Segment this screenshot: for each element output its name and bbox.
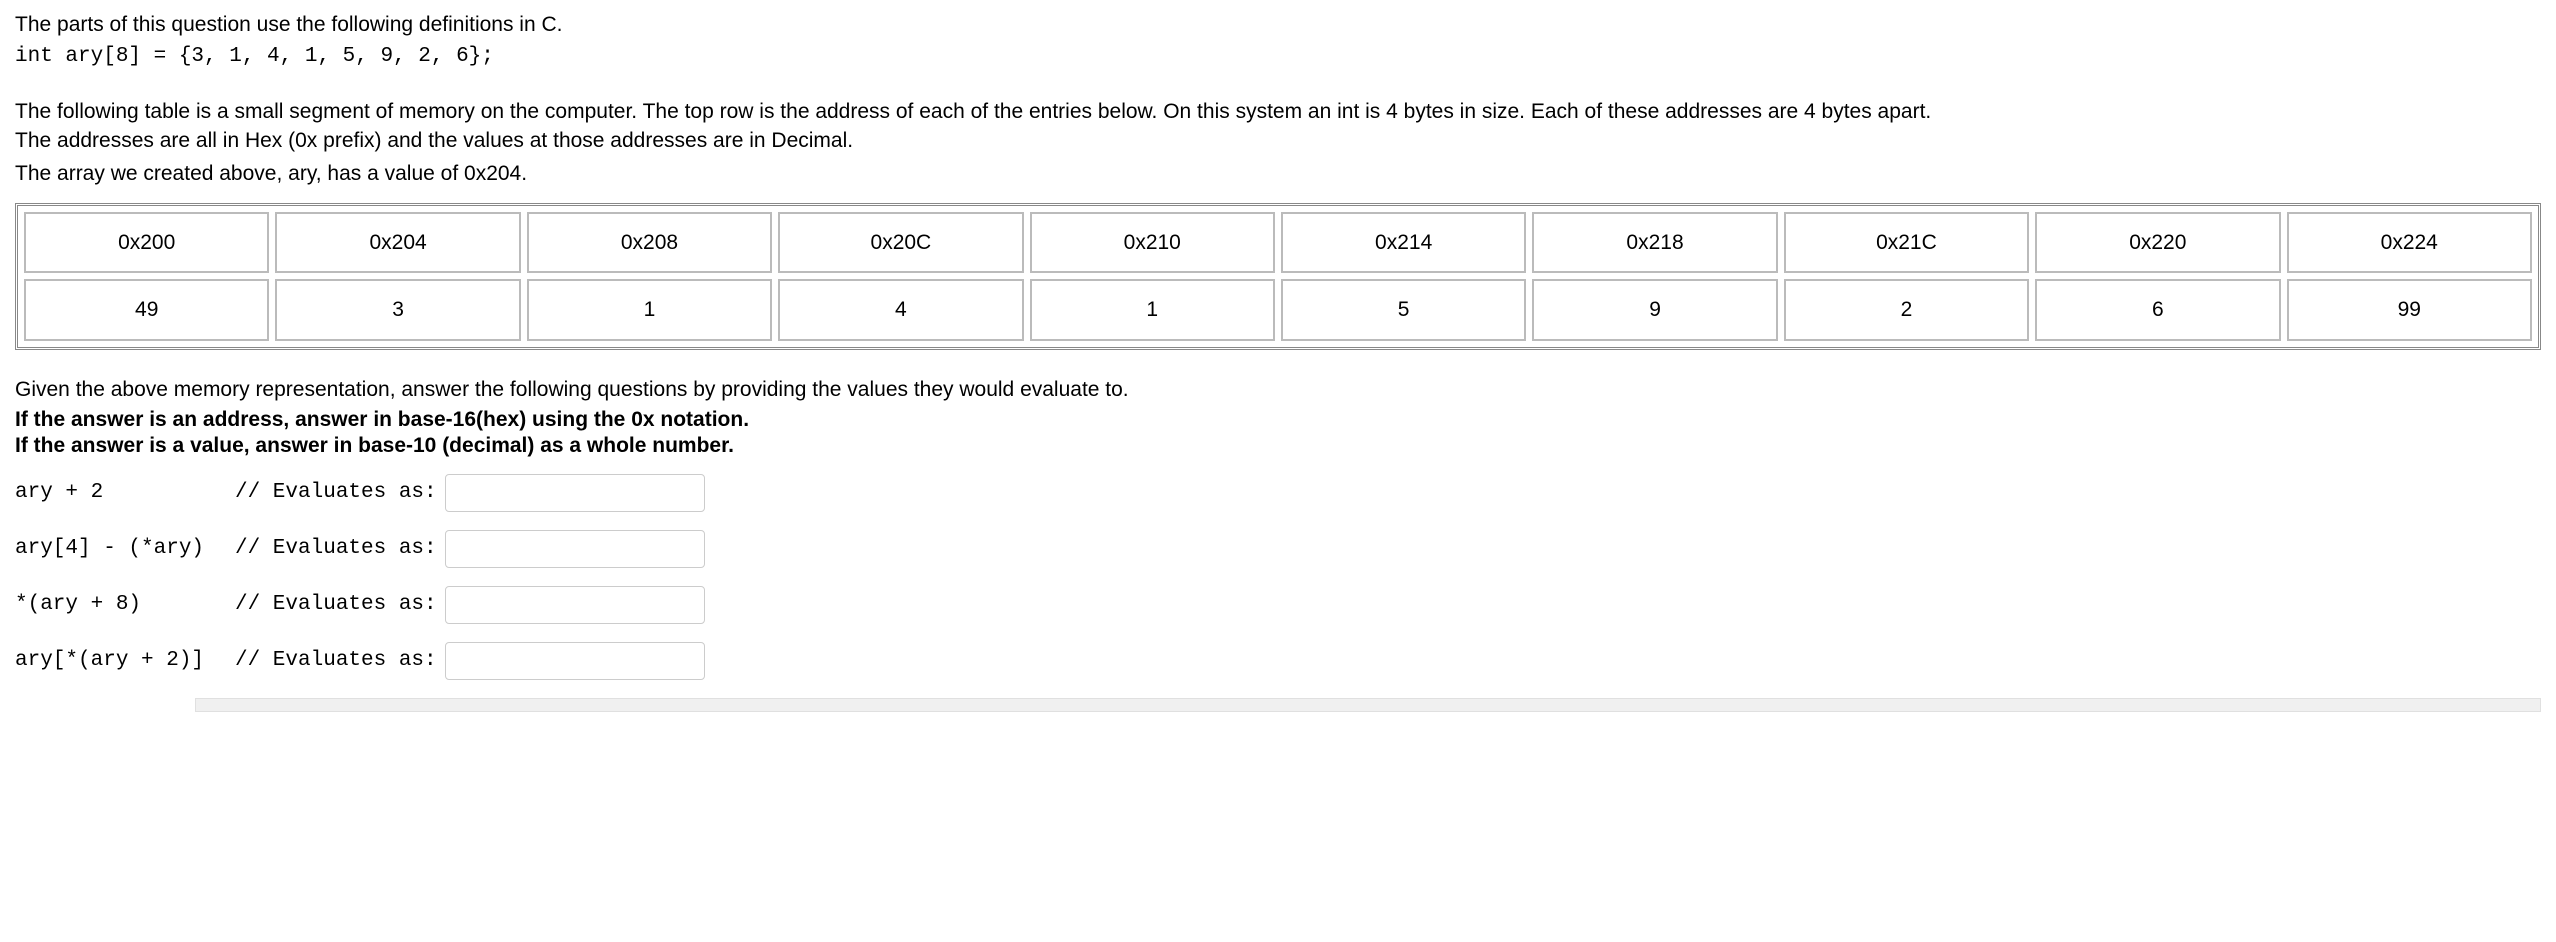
answer-input-4[interactable]	[445, 642, 705, 680]
value-cell: 1	[1030, 279, 1275, 340]
intro-text: The parts of this question use the follo…	[15, 10, 2541, 39]
value-cell: 3	[275, 279, 520, 340]
value-cell: 5	[1281, 279, 1526, 340]
description-line-1: The following table is a small segment o…	[15, 97, 2541, 126]
value-cell: 99	[2287, 279, 2532, 340]
code-definition: int ary[8] = {3, 1, 4, 1, 5, 9, 2, 6};	[15, 42, 2541, 71]
evaluates-label: // Evaluates as:	[235, 534, 437, 563]
question-row-2: ary[4] - (*ary) // Evaluates as:	[15, 530, 2541, 568]
value-cell: 49	[24, 279, 269, 340]
address-cell: 0x210	[1030, 212, 1275, 273]
question-row-4: ary[*(ary + 2)] // Evaluates as:	[15, 642, 2541, 680]
question-row-1: ary + 2 // Evaluates as:	[15, 474, 2541, 512]
answer-input-3[interactable]	[445, 586, 705, 624]
evaluates-label: // Evaluates as:	[235, 590, 437, 619]
address-cell: 0x208	[527, 212, 772, 273]
post-table-text: Given the above memory representation, a…	[15, 375, 2541, 404]
answer-input-1[interactable]	[445, 474, 705, 512]
address-cell: 0x21C	[1784, 212, 2029, 273]
address-cell: 0x20C	[778, 212, 1023, 273]
evaluates-label: // Evaluates as:	[235, 478, 437, 507]
address-cell: 0x200	[24, 212, 269, 273]
evaluates-label: // Evaluates as:	[235, 646, 437, 675]
bottom-scrollbar[interactable]	[195, 698, 2541, 712]
value-cell: 6	[2035, 279, 2280, 340]
instruction-line-1: If the answer is an address, answer in b…	[15, 407, 2541, 433]
instruction-line-2: If the answer is a value, answer in base…	[15, 433, 2541, 459]
description-line-2: The addresses are all in Hex (0x prefix)…	[15, 126, 2541, 155]
value-cell: 2	[1784, 279, 2029, 340]
value-cell: 9	[1532, 279, 1777, 340]
expression-3: *(ary + 8)	[15, 590, 235, 619]
value-cell: 4	[778, 279, 1023, 340]
answer-instructions: If the answer is an address, answer in b…	[15, 407, 2541, 460]
question-row-3: *(ary + 8) // Evaluates as:	[15, 586, 2541, 624]
array-note: The array we created above, ary, has a v…	[15, 159, 2541, 188]
memory-table: 0x200 0x204 0x208 0x20C 0x210 0x214 0x21…	[15, 203, 2541, 350]
address-cell: 0x214	[1281, 212, 1526, 273]
value-row: 49 3 1 4 1 5 9 2 6 99	[24, 279, 2532, 340]
value-cell: 1	[527, 279, 772, 340]
address-cell: 0x220	[2035, 212, 2280, 273]
expression-2: ary[4] - (*ary)	[15, 534, 235, 563]
address-cell: 0x204	[275, 212, 520, 273]
expression-4: ary[*(ary + 2)]	[15, 646, 235, 675]
address-row: 0x200 0x204 0x208 0x20C 0x210 0x214 0x21…	[24, 212, 2532, 273]
address-cell: 0x224	[2287, 212, 2532, 273]
address-cell: 0x218	[1532, 212, 1777, 273]
description-block: The following table is a small segment o…	[15, 97, 2541, 156]
expression-1: ary + 2	[15, 478, 235, 507]
answer-input-2[interactable]	[445, 530, 705, 568]
